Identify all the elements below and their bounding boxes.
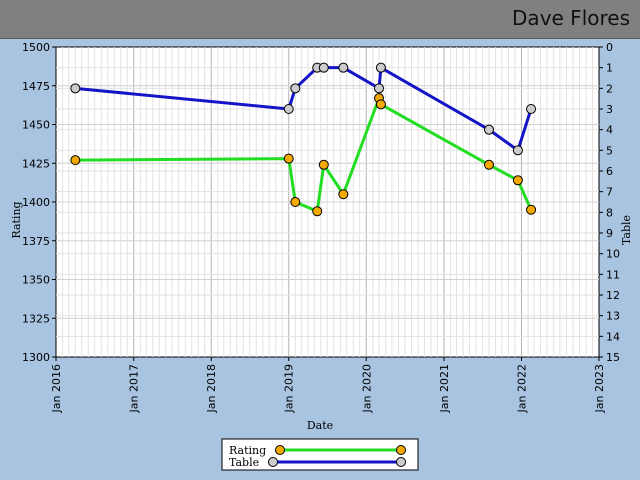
y2-axis-title: Table	[620, 215, 633, 245]
table-point	[290, 83, 301, 94]
y2-tick-label: 14	[606, 330, 620, 343]
y-axis-title: Rating	[10, 201, 23, 238]
legend-label-table: Table	[229, 456, 259, 469]
table-point	[318, 62, 329, 73]
legend-swatch-rating-marker	[275, 445, 285, 455]
y2-tick-label: 6	[606, 165, 613, 178]
x-tick-label: Jan 2020	[360, 364, 373, 413]
rating-point	[312, 206, 323, 217]
y-tick-label: 1475	[22, 80, 50, 93]
legend-box	[221, 438, 419, 471]
table-point	[338, 62, 349, 73]
rating-point	[290, 197, 301, 207]
legend-swatch-table-marker	[268, 457, 278, 467]
table-point	[375, 62, 386, 73]
x-tick-label: Jan 2017	[128, 364, 141, 413]
table-point	[70, 83, 81, 94]
x-axis-ticks: Jan 2016 Jan 2017 Jan 2018 Jan 2019 Jan 2020…	[50, 357, 606, 413]
y-tick-label: 1400	[22, 196, 50, 209]
table-point	[526, 104, 537, 114]
y2-tick-label: 12	[606, 289, 620, 302]
rating-point	[526, 204, 537, 215]
grid-lines	[56, 47, 599, 357]
x-axis-title: Date	[307, 419, 333, 432]
y2-tick-label: 8	[606, 206, 613, 219]
y2-tick-label: 4	[606, 124, 613, 137]
y2-tick-label: 2	[606, 82, 613, 95]
y2-tick-label: 15	[606, 351, 620, 364]
y-tick-label: 1375	[22, 235, 50, 248]
legend: Rating Table	[221, 438, 419, 471]
y2-tick-label: 0	[606, 41, 613, 54]
y-tick-label: 1300	[22, 351, 50, 364]
table-point	[283, 104, 294, 114]
title-bar: Dave Flores	[0, 0, 640, 39]
legend-swatches	[268, 445, 406, 467]
x-tick-label: Jan 2016	[50, 364, 63, 413]
x-tick-label: Jan 2022	[515, 364, 528, 413]
table-point	[512, 145, 523, 156]
y2-tick-label: 11	[606, 268, 620, 281]
rating-point	[338, 189, 349, 200]
x-tick-label: Jan 2021	[438, 364, 451, 413]
y-tick-label: 1500	[22, 41, 50, 54]
legend-swatch-rating-marker	[396, 445, 406, 455]
y2-tick-label: 13	[606, 310, 620, 323]
rating-point	[512, 175, 523, 186]
rating-point	[70, 155, 81, 166]
table-point	[483, 124, 494, 135]
y2-tick-label: 1	[606, 62, 613, 75]
y2-tick-label: 9	[606, 227, 613, 240]
rating-point	[375, 99, 386, 110]
series-markers	[70, 62, 537, 217]
table-point	[373, 83, 384, 94]
y-tick-label: 1425	[22, 157, 50, 170]
player-name: Dave Flores	[512, 6, 630, 30]
y-tick-label: 1450	[22, 119, 50, 132]
legend-swatch-table-marker	[396, 457, 406, 467]
y-tick-label: 1350	[22, 274, 50, 287]
x-tick-label: Jan 2018	[205, 364, 218, 413]
rating-point	[483, 159, 494, 170]
y-tick-label: 1325	[22, 312, 50, 325]
y2-tick-label: 10	[606, 248, 620, 261]
legend-label-rating: Rating	[229, 444, 266, 457]
y2-tick-label: 5	[606, 144, 613, 157]
y2-tick-label: 7	[606, 186, 613, 199]
rating-point	[283, 153, 294, 164]
x-tick-label: Jan 2019	[283, 364, 296, 413]
rating-point	[318, 159, 329, 170]
x-tick-label: Jan 2023	[593, 364, 606, 413]
y2-tick-label: 3	[606, 103, 613, 116]
left-axis-ticks: 1300 1325 1350 1375 1400 1425 1450 1475 1500	[22, 41, 56, 364]
